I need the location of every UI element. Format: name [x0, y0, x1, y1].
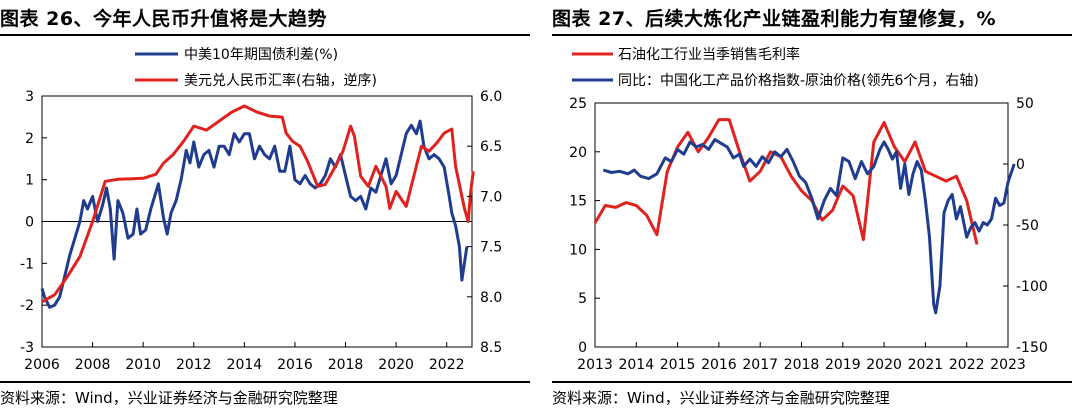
x-tick-label: 2008	[75, 357, 111, 373]
right-tick-label: 7.5	[480, 240, 502, 256]
right-tick-label: -100	[1016, 279, 1048, 295]
left-tick-label: 2	[25, 131, 34, 147]
series-line-0	[40, 119, 469, 309]
x-tick-label: 2017	[742, 357, 778, 373]
figure-27-bottom-rule	[552, 381, 1072, 383]
right-tick-label: 6.5	[480, 139, 502, 155]
figure-26-top-rule	[0, 34, 530, 36]
right-tick-label: 7.0	[480, 189, 502, 205]
right-tick-label: 6.0	[480, 89, 502, 105]
figure-26-title: 图表 26、今年人民币升值将是大趋势	[0, 8, 328, 30]
x-tick-label: 2012	[176, 357, 212, 373]
figure-26-chart: 3 2 1 0 -1 -2 -3 6.0 6.5 7.0 7.5 8.0 8.5 2006 2008 20…	[20, 47, 502, 373]
figure-27-top-rule	[552, 34, 1072, 36]
x-tick-label: 2013	[577, 357, 613, 373]
left-tick-label: 10	[569, 242, 587, 258]
x-tick-label: 2021	[908, 357, 944, 373]
legend-label-spread: 中美10年期国债利差(%)	[184, 47, 338, 63]
x-tick-label: 2018	[784, 357, 820, 373]
right-tick-label: 8.0	[480, 290, 502, 306]
left-tick-label: -1	[20, 256, 34, 272]
x-tick-label: 2010	[125, 357, 161, 373]
plot-frame	[594, 102, 1009, 348]
series-line-1	[41, 104, 475, 304]
x-tick-label: 2016	[277, 357, 313, 373]
figure-27-title: 图表 27、后续大炼化产业链盈利能力有望修复，%	[552, 8, 997, 30]
x-tick-label: 2022	[429, 357, 465, 373]
figure-26-bottom-rule	[0, 381, 530, 383]
x-tick-label: 2020	[378, 357, 414, 373]
x-tick-label: 2016	[701, 357, 737, 373]
right-tick-label: 0	[1016, 157, 1025, 173]
figure-27-source: 资料来源：Wind，兴业证券经济与金融研究院整理	[552, 389, 890, 407]
left-tick-label: 25	[569, 96, 587, 112]
left-tick-label: 15	[569, 194, 587, 210]
left-tick-label: 20	[569, 145, 587, 161]
x-tick-label: 2014	[227, 357, 263, 373]
x-tick-label: 2023	[990, 357, 1026, 373]
x-tick-label: 2015	[660, 357, 696, 373]
x-tick-label: 2018	[328, 357, 364, 373]
right-tick-label: -150	[1016, 340, 1048, 356]
legend-label-margin: 石油化工行业当季销售毛利率	[618, 46, 800, 63]
figure-26-panel: 图表 26、今年人民币升值将是大趋势 3 2 1 0 -1 -2 -3 6.0 6.5 7.0 7…	[0, 8, 530, 407]
left-tick-label: 5	[578, 291, 587, 307]
figure-27-panel: 图表 27、后续大炼化产业链盈利能力有望修复，% 25 20 15 10 5 0 50 0-…	[552, 0, 1080, 420]
series-line-0	[593, 118, 979, 245]
left-tick-label: 0	[25, 215, 34, 231]
x-tick-label: 2020	[866, 357, 902, 373]
left-tick-label: -2	[20, 298, 34, 314]
right-tick-label: -50	[1016, 218, 1039, 234]
legend-label-yoy: 同比：中国化工产品价格指数-原油价格(领先6个月，右轴)	[618, 73, 979, 89]
x-tick-label: 2006	[24, 357, 60, 373]
right-tick-label: 8.5	[480, 340, 502, 356]
left-tick-label: -3	[20, 340, 34, 356]
x-tick-label: 2019	[825, 357, 861, 373]
figure-26-source: 资料来源：Wind，兴业证券经济与金融研究院整理	[0, 389, 338, 407]
right-tick-label: 50	[1016, 96, 1034, 112]
x-tick-label: 2022	[949, 357, 985, 373]
x-tick-label: 2014	[618, 357, 654, 373]
left-tick-label: 1	[25, 173, 34, 189]
series-line-1	[602, 138, 1016, 315]
left-tick-label: 3	[25, 89, 34, 105]
left-tick-label: 0	[578, 340, 587, 356]
legend-label-usdcny: 美元兑人民币汇率(右轴，逆序)	[184, 72, 377, 89]
